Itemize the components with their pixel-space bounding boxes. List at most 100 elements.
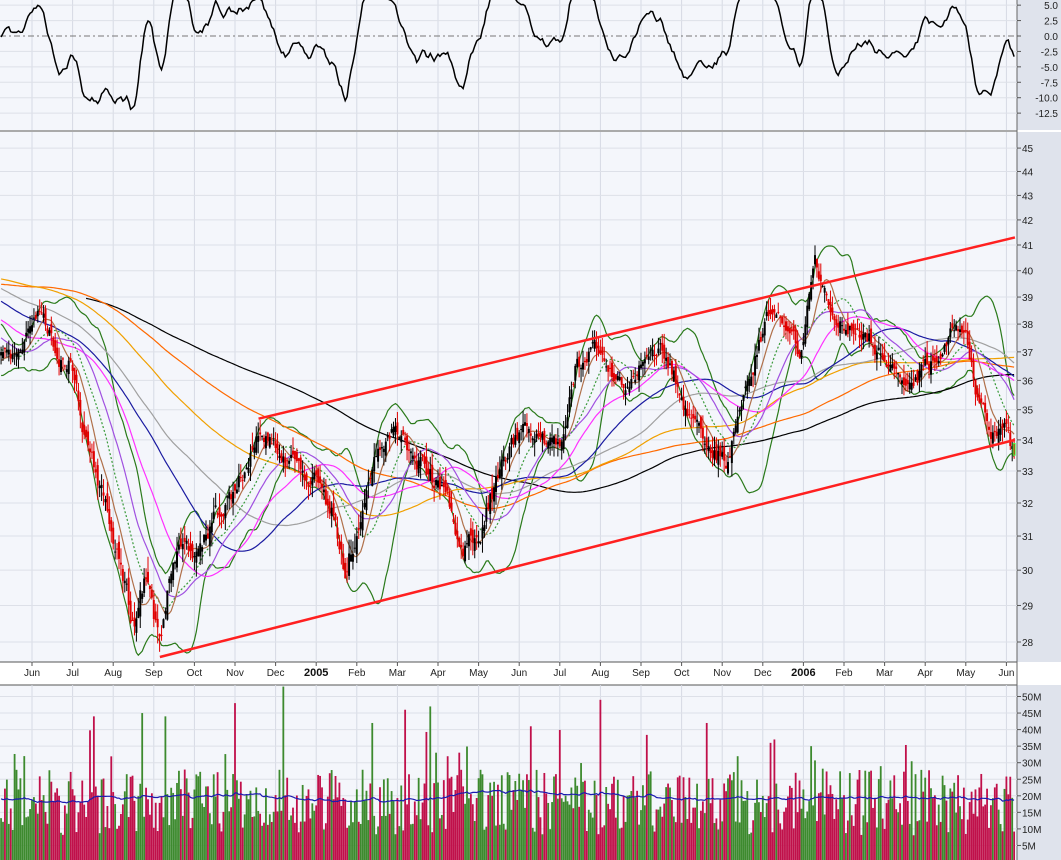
candle (34, 311, 37, 321)
candle (901, 377, 903, 395)
candle (321, 479, 323, 500)
volume-bar (40, 800, 43, 860)
x-tick-label: 2005 (304, 667, 328, 679)
candle (330, 501, 333, 528)
candle (844, 324, 847, 337)
candle (572, 381, 575, 388)
candle (131, 611, 134, 621)
volume-bar (941, 775, 944, 860)
candle-body (609, 367, 612, 370)
candle-body (106, 493, 109, 511)
candle-body (324, 489, 327, 505)
candle (1007, 414, 1010, 434)
candle (25, 321, 28, 342)
candle-body (137, 607, 140, 619)
candle-body (322, 489, 325, 493)
volume-bar (89, 730, 91, 860)
candle (133, 602, 136, 636)
volume-bar (276, 811, 279, 860)
volume-bar (676, 777, 679, 860)
candle-body (164, 611, 167, 614)
candle (17, 348, 20, 369)
candle-body (926, 352, 929, 365)
candle (595, 331, 598, 361)
volume-bar (727, 778, 729, 860)
candle (255, 426, 258, 456)
candle-body (315, 470, 318, 475)
volume-bar (446, 756, 449, 860)
volume-bar (661, 816, 664, 860)
volume-bar (0, 818, 2, 860)
candle (549, 432, 552, 456)
candle-body (667, 357, 670, 368)
candle (396, 411, 399, 446)
volume-bar (137, 796, 140, 860)
candle-body (129, 600, 132, 623)
candle (875, 345, 878, 371)
candle (379, 439, 381, 457)
candle-body (901, 380, 903, 384)
candle-body (904, 378, 907, 386)
volume-bar (207, 786, 209, 860)
volume-bar (814, 760, 816, 860)
candle-body (17, 349, 20, 360)
candle-body (692, 413, 695, 419)
candle-body (477, 541, 480, 544)
candle (427, 462, 430, 482)
candle-body (210, 522, 213, 533)
candle-body (902, 377, 905, 386)
price-tick-label: 35 (1022, 406, 1034, 417)
candle (663, 333, 666, 370)
candle-body (216, 513, 219, 515)
candle (438, 467, 441, 500)
candle (616, 371, 619, 382)
volume-bar (599, 699, 602, 860)
candle-body (804, 324, 807, 344)
volume-bar (423, 783, 426, 860)
candle (618, 371, 621, 382)
candle (698, 421, 700, 434)
oscillator-tick-label: -10.0 (1035, 94, 1058, 105)
volume-bar (406, 804, 408, 860)
candle-body (682, 396, 685, 410)
volume-bar (972, 813, 975, 860)
candle (81, 421, 84, 443)
volume-bar (158, 802, 161, 860)
candle-body (483, 525, 486, 531)
candle (510, 434, 513, 458)
candle (293, 450, 296, 473)
candle (168, 576, 171, 594)
volume-bar (38, 776, 41, 860)
candle (748, 372, 751, 393)
candle-body (599, 350, 602, 353)
volume-bar (829, 785, 832, 860)
volume-bar (860, 834, 863, 860)
candle (804, 316, 807, 347)
candle-body (286, 460, 289, 462)
volume-bar (991, 798, 994, 860)
candle (783, 313, 786, 337)
candle (502, 445, 505, 467)
candle-body (518, 432, 521, 444)
candle-body (235, 489, 238, 494)
volume-bar (404, 709, 407, 860)
candle-body (373, 457, 376, 472)
candle-body (38, 311, 41, 313)
candle (452, 512, 455, 525)
candle (715, 437, 718, 464)
candle-body (725, 465, 728, 469)
candle-body (730, 441, 733, 464)
volume-bar (77, 812, 80, 860)
volume-bar (962, 787, 965, 860)
volume-bar (58, 795, 60, 860)
candle-body (52, 337, 55, 347)
volume-bar (274, 795, 277, 860)
volume-bar (195, 774, 198, 860)
volume-bar (870, 770, 872, 860)
candle (481, 513, 484, 553)
candle (479, 541, 482, 545)
candle (324, 478, 327, 506)
volume-bar (651, 825, 654, 860)
candle-body (23, 341, 26, 353)
candle (21, 337, 24, 355)
